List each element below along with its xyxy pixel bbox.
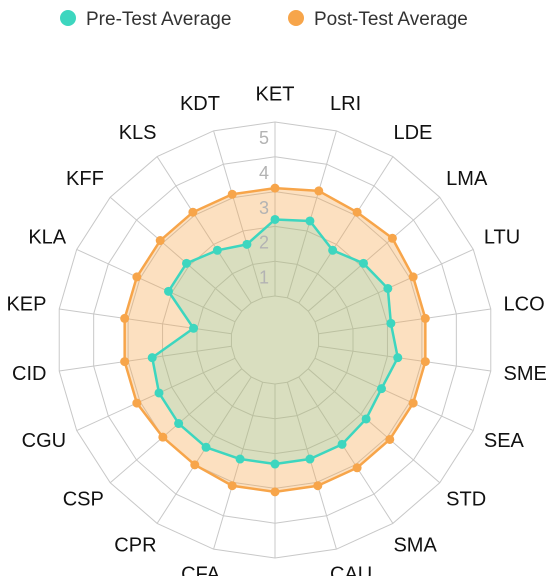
grid-spoke-cau bbox=[286, 382, 337, 550]
data-point-post-test-sea bbox=[408, 398, 418, 408]
grid-spoke-lma bbox=[307, 196, 441, 312]
data-point-post-test-cau bbox=[313, 481, 323, 491]
data-point-post-test-cpr bbox=[190, 460, 200, 470]
grid-spoke-sma bbox=[298, 376, 394, 524]
grid-spoke-lri bbox=[286, 130, 337, 298]
data-point-post-test-kdt bbox=[227, 189, 237, 199]
data-point-post-test-cid bbox=[120, 357, 130, 367]
data-point-pre-test-kla bbox=[164, 286, 174, 296]
data-point-post-test-lri bbox=[314, 186, 324, 196]
data-point-post-test-kla bbox=[132, 272, 142, 282]
category-label-kla: KLA bbox=[28, 227, 66, 249]
grid-spoke-lco bbox=[318, 308, 491, 335]
category-label-kls: KLS bbox=[119, 122, 157, 144]
grid-spoke-kep bbox=[59, 308, 232, 335]
data-point-post-test-lma bbox=[387, 233, 397, 243]
data-point-pre-test-lri bbox=[305, 216, 315, 226]
legend-label-post-test: Post-Test Average bbox=[314, 9, 468, 30]
data-point-post-test-std bbox=[385, 434, 395, 444]
data-point-post-test-kls bbox=[188, 207, 198, 217]
data-point-pre-test-cid bbox=[147, 353, 157, 363]
data-point-post-test-cfa bbox=[227, 481, 237, 491]
data-point-pre-test-sme bbox=[393, 353, 403, 363]
data-point-pre-test-ltu bbox=[383, 283, 393, 293]
category-label-cgu: CGU bbox=[22, 430, 66, 452]
data-point-post-test-sma bbox=[352, 463, 362, 473]
data-point-pre-test-kff bbox=[182, 258, 192, 268]
category-label-ket: KET bbox=[256, 83, 295, 105]
data-point-pre-test-lco bbox=[386, 318, 396, 328]
data-point-pre-test-kdt bbox=[242, 239, 252, 249]
legend-marker-post-test bbox=[288, 10, 304, 26]
category-label-std: STD bbox=[446, 489, 486, 511]
data-point-pre-test-cpr bbox=[201, 442, 211, 452]
data-point-pre-test-cwo bbox=[270, 459, 280, 469]
data-point-pre-test-cau bbox=[305, 454, 315, 464]
grid-spoke-sme bbox=[318, 345, 491, 372]
series-points bbox=[120, 183, 430, 497]
grid-spoke-lde bbox=[298, 156, 394, 304]
category-label-csp: CSP bbox=[63, 489, 104, 511]
tick-label-1: 1 bbox=[259, 267, 269, 287]
category-label-lco: LCO bbox=[504, 293, 545, 315]
legend-marker-pre-test bbox=[60, 10, 76, 26]
data-point-post-test-csp bbox=[158, 432, 168, 442]
data-point-pre-test-sma bbox=[337, 439, 347, 449]
data-point-post-test-lde bbox=[352, 207, 362, 217]
grid-spoke-cfa bbox=[213, 382, 264, 550]
grid-spoke-kla bbox=[76, 248, 236, 323]
data-point-post-test-kff bbox=[155, 236, 165, 246]
series-areas bbox=[123, 186, 427, 494]
grid-spoke-ltu bbox=[314, 248, 474, 323]
legend: Pre-Test Average Post-Test Average bbox=[60, 9, 468, 30]
category-label-cau: CAU bbox=[330, 563, 372, 576]
tick-label-5: 5 bbox=[259, 128, 269, 148]
data-point-pre-test-kls bbox=[212, 245, 222, 255]
data-point-pre-test-cgu bbox=[154, 388, 164, 398]
data-point-pre-test-cfa bbox=[235, 454, 245, 464]
data-point-pre-test-lma bbox=[358, 258, 368, 268]
category-label-lma: LMA bbox=[446, 168, 488, 190]
grid-spoke-kdt bbox=[213, 130, 264, 298]
grid-spoke-cid bbox=[59, 345, 232, 372]
grid-core bbox=[231, 296, 319, 384]
data-point-post-test-ltu bbox=[408, 272, 418, 282]
data-point-pre-test-ket bbox=[270, 214, 280, 224]
data-point-pre-test-std bbox=[361, 414, 371, 424]
tick-labels: 1 2 3 4 5 bbox=[259, 128, 269, 287]
grid-spoke-kff bbox=[109, 196, 243, 312]
tick-label-2: 2 bbox=[259, 233, 269, 253]
category-labels: KET LRI LDE LMA LTU LCO SME SEA STD SMA CAU CWO CFA C… bbox=[6, 83, 546, 576]
category-label-sea: SEA bbox=[484, 430, 525, 452]
data-point-post-test-lco bbox=[420, 313, 430, 323]
grid-spoke-sea bbox=[314, 357, 474, 432]
data-point-pre-test-csp bbox=[174, 419, 184, 429]
tick-label-4: 4 bbox=[259, 163, 269, 183]
data-point-post-test-sme bbox=[420, 357, 430, 367]
category-label-cpr: CPR bbox=[114, 534, 156, 556]
tick-label-3: 3 bbox=[259, 198, 269, 218]
category-label-cfa: CFA bbox=[181, 563, 221, 576]
data-point-post-test-cgu bbox=[132, 398, 142, 408]
category-label-lde: LDE bbox=[393, 122, 432, 144]
category-label-kep: KEP bbox=[6, 293, 46, 315]
category-label-sme: SME bbox=[504, 363, 547, 385]
legend-label-pre-test: Pre-Test Average bbox=[86, 9, 231, 30]
data-point-post-test-ket bbox=[270, 183, 280, 193]
grid-spoke-kls bbox=[156, 156, 252, 304]
grid-spoke-std bbox=[307, 368, 441, 484]
data-point-pre-test-kep bbox=[189, 323, 199, 333]
category-label-lri: LRI bbox=[330, 93, 361, 115]
data-point-post-test-cwo bbox=[270, 487, 280, 497]
category-label-kdt: KDT bbox=[180, 93, 220, 115]
data-point-pre-test-lde bbox=[328, 245, 338, 255]
category-label-ltu: LTU bbox=[484, 227, 520, 249]
data-point-post-test-kep bbox=[120, 313, 130, 323]
category-label-cwo: CWO bbox=[251, 573, 300, 576]
category-label-cid: CID bbox=[12, 363, 46, 385]
data-point-pre-test-sea bbox=[376, 384, 386, 394]
category-label-kff: KFF bbox=[66, 168, 104, 190]
category-label-sma: SMA bbox=[393, 534, 437, 556]
